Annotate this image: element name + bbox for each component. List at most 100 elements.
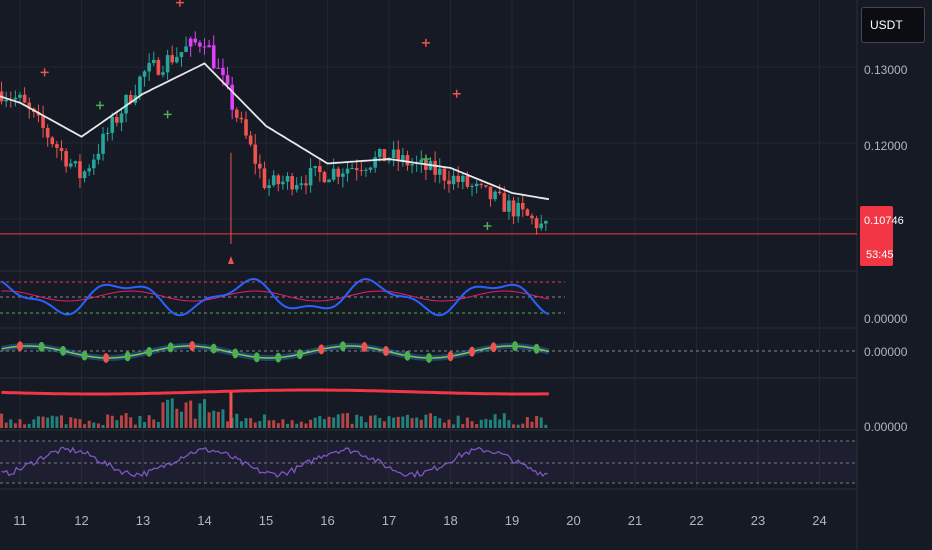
volume-bar: [147, 415, 151, 428]
candle: [258, 163, 262, 169]
candle: [207, 45, 211, 48]
volume-ma-line: [1, 388, 549, 396]
volume-bar: [313, 417, 317, 428]
volume-bar: [419, 419, 423, 428]
volume-bar: [461, 423, 465, 428]
alert-triangle: [227, 256, 234, 264]
candle: [138, 76, 142, 96]
candle: [18, 94, 22, 98]
candle: [433, 160, 437, 175]
candle: [87, 168, 91, 172]
volume-bar: [96, 423, 100, 428]
stoch-fast-line: [0, 277, 550, 317]
volume-bar: [189, 400, 193, 428]
osc-dot: [17, 341, 23, 352]
candle: [451, 175, 456, 185]
volume-bar: [0, 413, 4, 428]
x-tick-label: 17: [382, 513, 396, 528]
x-tick-label: 11: [13, 513, 27, 528]
x-tick-label: 15: [259, 513, 273, 528]
price-tag-countdown: 53:45: [866, 249, 894, 261]
candle: [202, 46, 207, 48]
candle: [331, 168, 336, 180]
volume-bar: [322, 419, 326, 428]
volume-bar: [507, 420, 511, 428]
osc-dot: [533, 343, 540, 354]
candle: [179, 52, 184, 57]
volume-bar: [327, 416, 331, 428]
candle: [318, 166, 322, 173]
candle: [368, 167, 373, 170]
volume-bar: [27, 423, 31, 428]
candle: [96, 153, 101, 160]
volume-bar: [244, 418, 248, 428]
candle: [64, 151, 68, 167]
volume-bar: [470, 421, 474, 428]
x-tick-label: 12: [74, 513, 88, 528]
volume-bar: [272, 420, 276, 428]
buy-signal-marker: [163, 110, 172, 119]
volume-bar: [424, 414, 428, 428]
volume-bar: [262, 414, 266, 428]
candle: [544, 220, 548, 224]
volume-bar: [345, 413, 349, 428]
osc-dot: [253, 352, 260, 363]
volume-bar: [32, 419, 36, 428]
volume-bar: [179, 411, 183, 428]
candle: [350, 168, 354, 170]
osc-dot: [60, 345, 67, 356]
osc-dot: [146, 346, 153, 357]
volume-bar: [216, 411, 220, 428]
candle: [470, 186, 474, 188]
candle: [364, 169, 368, 171]
volume-bar: [46, 417, 50, 428]
volume-bar: [267, 420, 271, 428]
candle: [534, 218, 539, 229]
candle: [373, 157, 377, 168]
candle: [193, 38, 198, 43]
volume-bar: [456, 415, 460, 428]
osc-dot: [81, 350, 88, 361]
candle: [82, 171, 87, 179]
osc-dot: [38, 341, 45, 352]
candle: [497, 191, 502, 194]
candle: [354, 168, 359, 171]
candle: [4, 99, 8, 102]
osc-dot: [469, 346, 476, 357]
candle: [456, 175, 460, 182]
sell-signal-marker: [175, 0, 184, 7]
x-tick-label: 16: [320, 513, 334, 528]
candle: [221, 67, 225, 76]
volume-bar: [9, 419, 13, 428]
volume-bar: [207, 412, 211, 428]
candle: [327, 179, 331, 183]
candle: [239, 117, 244, 120]
candle: [50, 137, 55, 145]
buy-signal-marker: [95, 101, 104, 110]
candle: [488, 186, 493, 200]
osc-dot: [189, 341, 196, 352]
candle: [396, 149, 401, 161]
volume-bar: [530, 421, 534, 428]
volume-bar: [229, 392, 233, 428]
volume-bar: [516, 424, 520, 428]
volume-bar: [161, 402, 165, 428]
volume-bar: [249, 418, 253, 428]
volume-bar: [119, 415, 123, 428]
osc-dot: [447, 351, 454, 362]
candle: [211, 45, 216, 69]
volume-bar: [369, 415, 373, 428]
candle: [128, 94, 133, 103]
currency-badge[interactable]: USDT: [861, 7, 925, 43]
volume-bar: [401, 416, 405, 428]
volume-bar: [60, 415, 64, 428]
volume-bar: [106, 414, 110, 428]
volume-bar: [115, 420, 119, 428]
candle: [493, 191, 497, 200]
candle: [520, 202, 525, 210]
volume-bar: [203, 399, 206, 428]
volume-bar: [299, 421, 303, 428]
volume-bar: [438, 418, 442, 428]
osc-dot: [124, 351, 131, 362]
volume-bar: [156, 421, 160, 428]
